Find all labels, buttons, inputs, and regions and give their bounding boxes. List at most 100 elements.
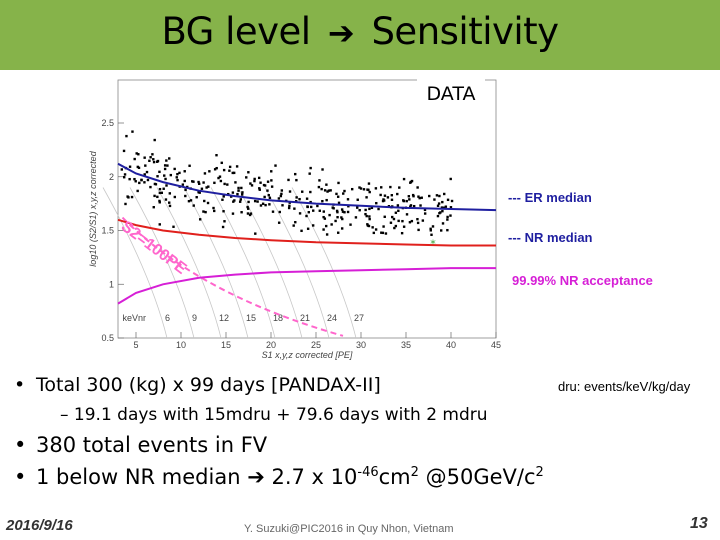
event-point [223,182,226,186]
event-point [394,224,398,228]
event-point [192,180,195,183]
bullet-2: • 380 total events in FV [14,433,268,457]
event-point [268,203,271,206]
event-point [203,199,206,203]
event-point [163,164,167,167]
event-point [156,159,160,163]
x-tick-label: 25 [311,340,321,350]
event-point [371,226,374,229]
event-point [277,221,281,224]
event-point [213,181,216,185]
event-point [358,208,361,212]
x-axis-label: S1 x,y,z corrected [PE] [262,350,353,360]
event-point [292,224,295,227]
event-point [305,197,309,200]
event-point [411,193,415,197]
event-point [172,225,175,228]
event-point [168,201,171,204]
event-point [163,174,166,177]
event-point [259,181,262,184]
event-point [423,208,427,212]
x-tick-label: 20 [266,340,276,350]
event-point [400,231,404,235]
y-tick-label: 2.5 [101,118,114,128]
event-point [247,200,250,204]
event-point [165,159,168,162]
event-point [389,221,393,224]
event-point [325,183,328,186]
plot-axes: 5 10 15 20 25 30 35 40 45 0.5 1 1.5 2 2.5 S1 x,y,z cor… [88,79,501,360]
event-point [223,220,226,223]
event-point [173,195,177,199]
event-point [381,231,385,235]
event-point [335,192,338,196]
event-point [176,172,179,176]
event-point [449,177,452,181]
event-point [208,170,211,173]
event-point [322,215,325,219]
dru-note: dru: events/keV/kg/day [558,379,691,394]
event-point [229,195,233,198]
event-point [267,193,270,197]
event-point [175,176,178,179]
event-point [240,193,244,196]
event-point [409,204,413,207]
event-point [270,185,274,188]
event-point [176,178,179,182]
event-point [213,209,216,213]
event-point [420,196,423,199]
bullet-3-unit: cm [378,465,411,489]
event-point [343,189,346,193]
er-median-line [117,162,497,212]
event-point [322,228,325,231]
event-point [402,199,406,203]
event-point [169,173,173,177]
event-point [412,204,416,208]
event-point [222,210,225,213]
event-point [346,198,350,201]
event-point [450,199,454,203]
event-point [368,207,371,211]
event-point [280,189,284,192]
event-point [336,195,340,198]
event-point [417,228,420,232]
event-point [358,186,361,189]
event-point [143,181,146,184]
event-point [248,213,252,217]
event-point [145,170,149,174]
event-point [136,189,139,193]
event-point [367,182,371,185]
event-point [232,200,235,203]
data-label: DATA [417,79,485,109]
event-point [343,211,346,214]
title-right: Sensitivity [371,10,559,53]
event-point [231,191,235,194]
event-point [325,224,328,228]
event-point [441,222,445,225]
event-point [146,178,150,182]
event-point [380,186,383,189]
event-point [443,192,446,196]
event-point [309,190,312,194]
event-point [429,227,432,231]
energy-label: 24 [327,313,337,323]
event-point [137,166,141,170]
event-point [293,207,296,210]
energy-contour [264,187,330,339]
event-point [124,202,127,206]
title-bar [0,0,720,70]
event-point [325,198,328,202]
event-point [331,206,334,209]
bullet-3-value: 2.7 x 10 [264,465,358,489]
event-point [433,198,436,201]
event-point [410,219,414,223]
er-median-legend: --- ER median [508,190,592,205]
event-point [158,170,161,174]
event-point [365,214,368,218]
event-point [295,196,298,199]
event-point [189,199,193,202]
event-point [212,206,215,210]
energy-contour [291,187,357,339]
event-point [152,160,156,164]
bullet-1-text: Total 300 (kg) x 99 days [PANDAX-II] [36,374,381,396]
